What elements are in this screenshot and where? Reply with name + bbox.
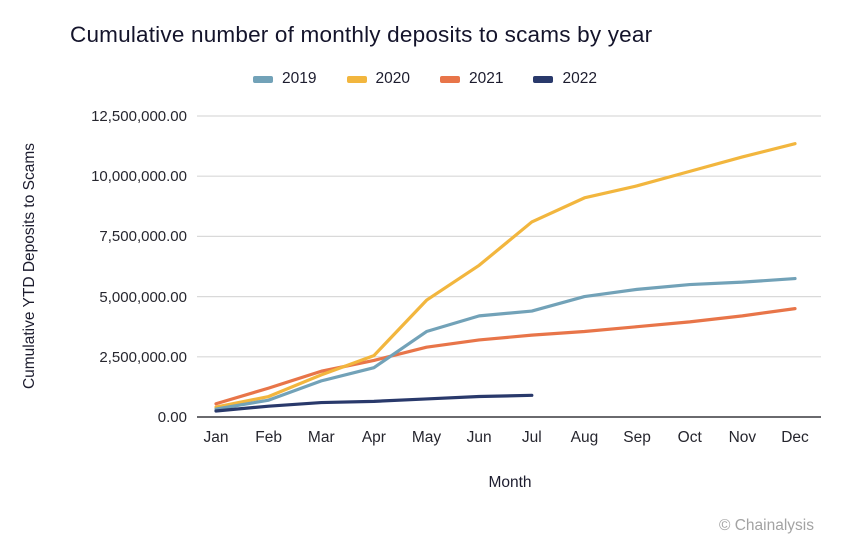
x-tick-label: Apr xyxy=(361,429,386,446)
x-tick-label: Jul xyxy=(521,429,542,446)
y-tick-label: 7,500,000.00 xyxy=(99,228,187,246)
chart-title: Cumulative number of monthly deposits to… xyxy=(70,22,653,47)
legend-label: 2021 xyxy=(469,70,504,87)
x-tick-label: Jun xyxy=(466,429,492,446)
x-tick-label: Sep xyxy=(623,429,651,446)
series-line-2020 xyxy=(214,142,797,409)
x-tick-label: Mar xyxy=(307,429,335,446)
x-tick-label: Dec xyxy=(781,429,809,446)
series-line-2019 xyxy=(214,276,797,411)
legend-item-2022: 2022 xyxy=(533,70,597,88)
legend-item-2019: 2019 xyxy=(253,70,317,88)
legend-item-2021: 2021 xyxy=(440,70,503,88)
legend-label: 2022 xyxy=(562,70,597,87)
legend-label: 2019 xyxy=(282,70,317,87)
legend-item-2020: 2020 xyxy=(346,70,410,88)
x-tick-label: Feb xyxy=(255,429,282,446)
y-tick-label: 5,000,000.00 xyxy=(99,288,187,306)
chart-legend: 2019 2020 2021 2022 xyxy=(0,70,850,88)
legend-label: 2020 xyxy=(375,70,410,87)
y-tick-label: 2,500,000.00 xyxy=(99,348,187,366)
x-tick-label: Oct xyxy=(677,429,702,446)
x-tick-label: May xyxy=(411,429,442,446)
x-tick-label: Aug xyxy=(570,429,599,446)
legend-swatch-icon xyxy=(533,75,554,83)
y-tick-label: 0.00 xyxy=(157,409,187,426)
y-tick-label: 12,500,000.00 xyxy=(91,108,187,125)
series-line-2021 xyxy=(214,307,797,406)
y-tick-label: 10,000,000.00 xyxy=(91,168,187,186)
x-tick-label: Nov xyxy=(728,429,757,446)
x-axis-title: Month xyxy=(488,474,532,491)
credit-text: © Chainalysis xyxy=(719,517,814,534)
legend-swatch-icon xyxy=(440,75,460,83)
series-line-2022 xyxy=(214,393,534,413)
legend-swatch-icon xyxy=(253,75,274,83)
legend-swatch-icon xyxy=(346,75,367,83)
x-tick-label: Jan xyxy=(203,429,229,446)
